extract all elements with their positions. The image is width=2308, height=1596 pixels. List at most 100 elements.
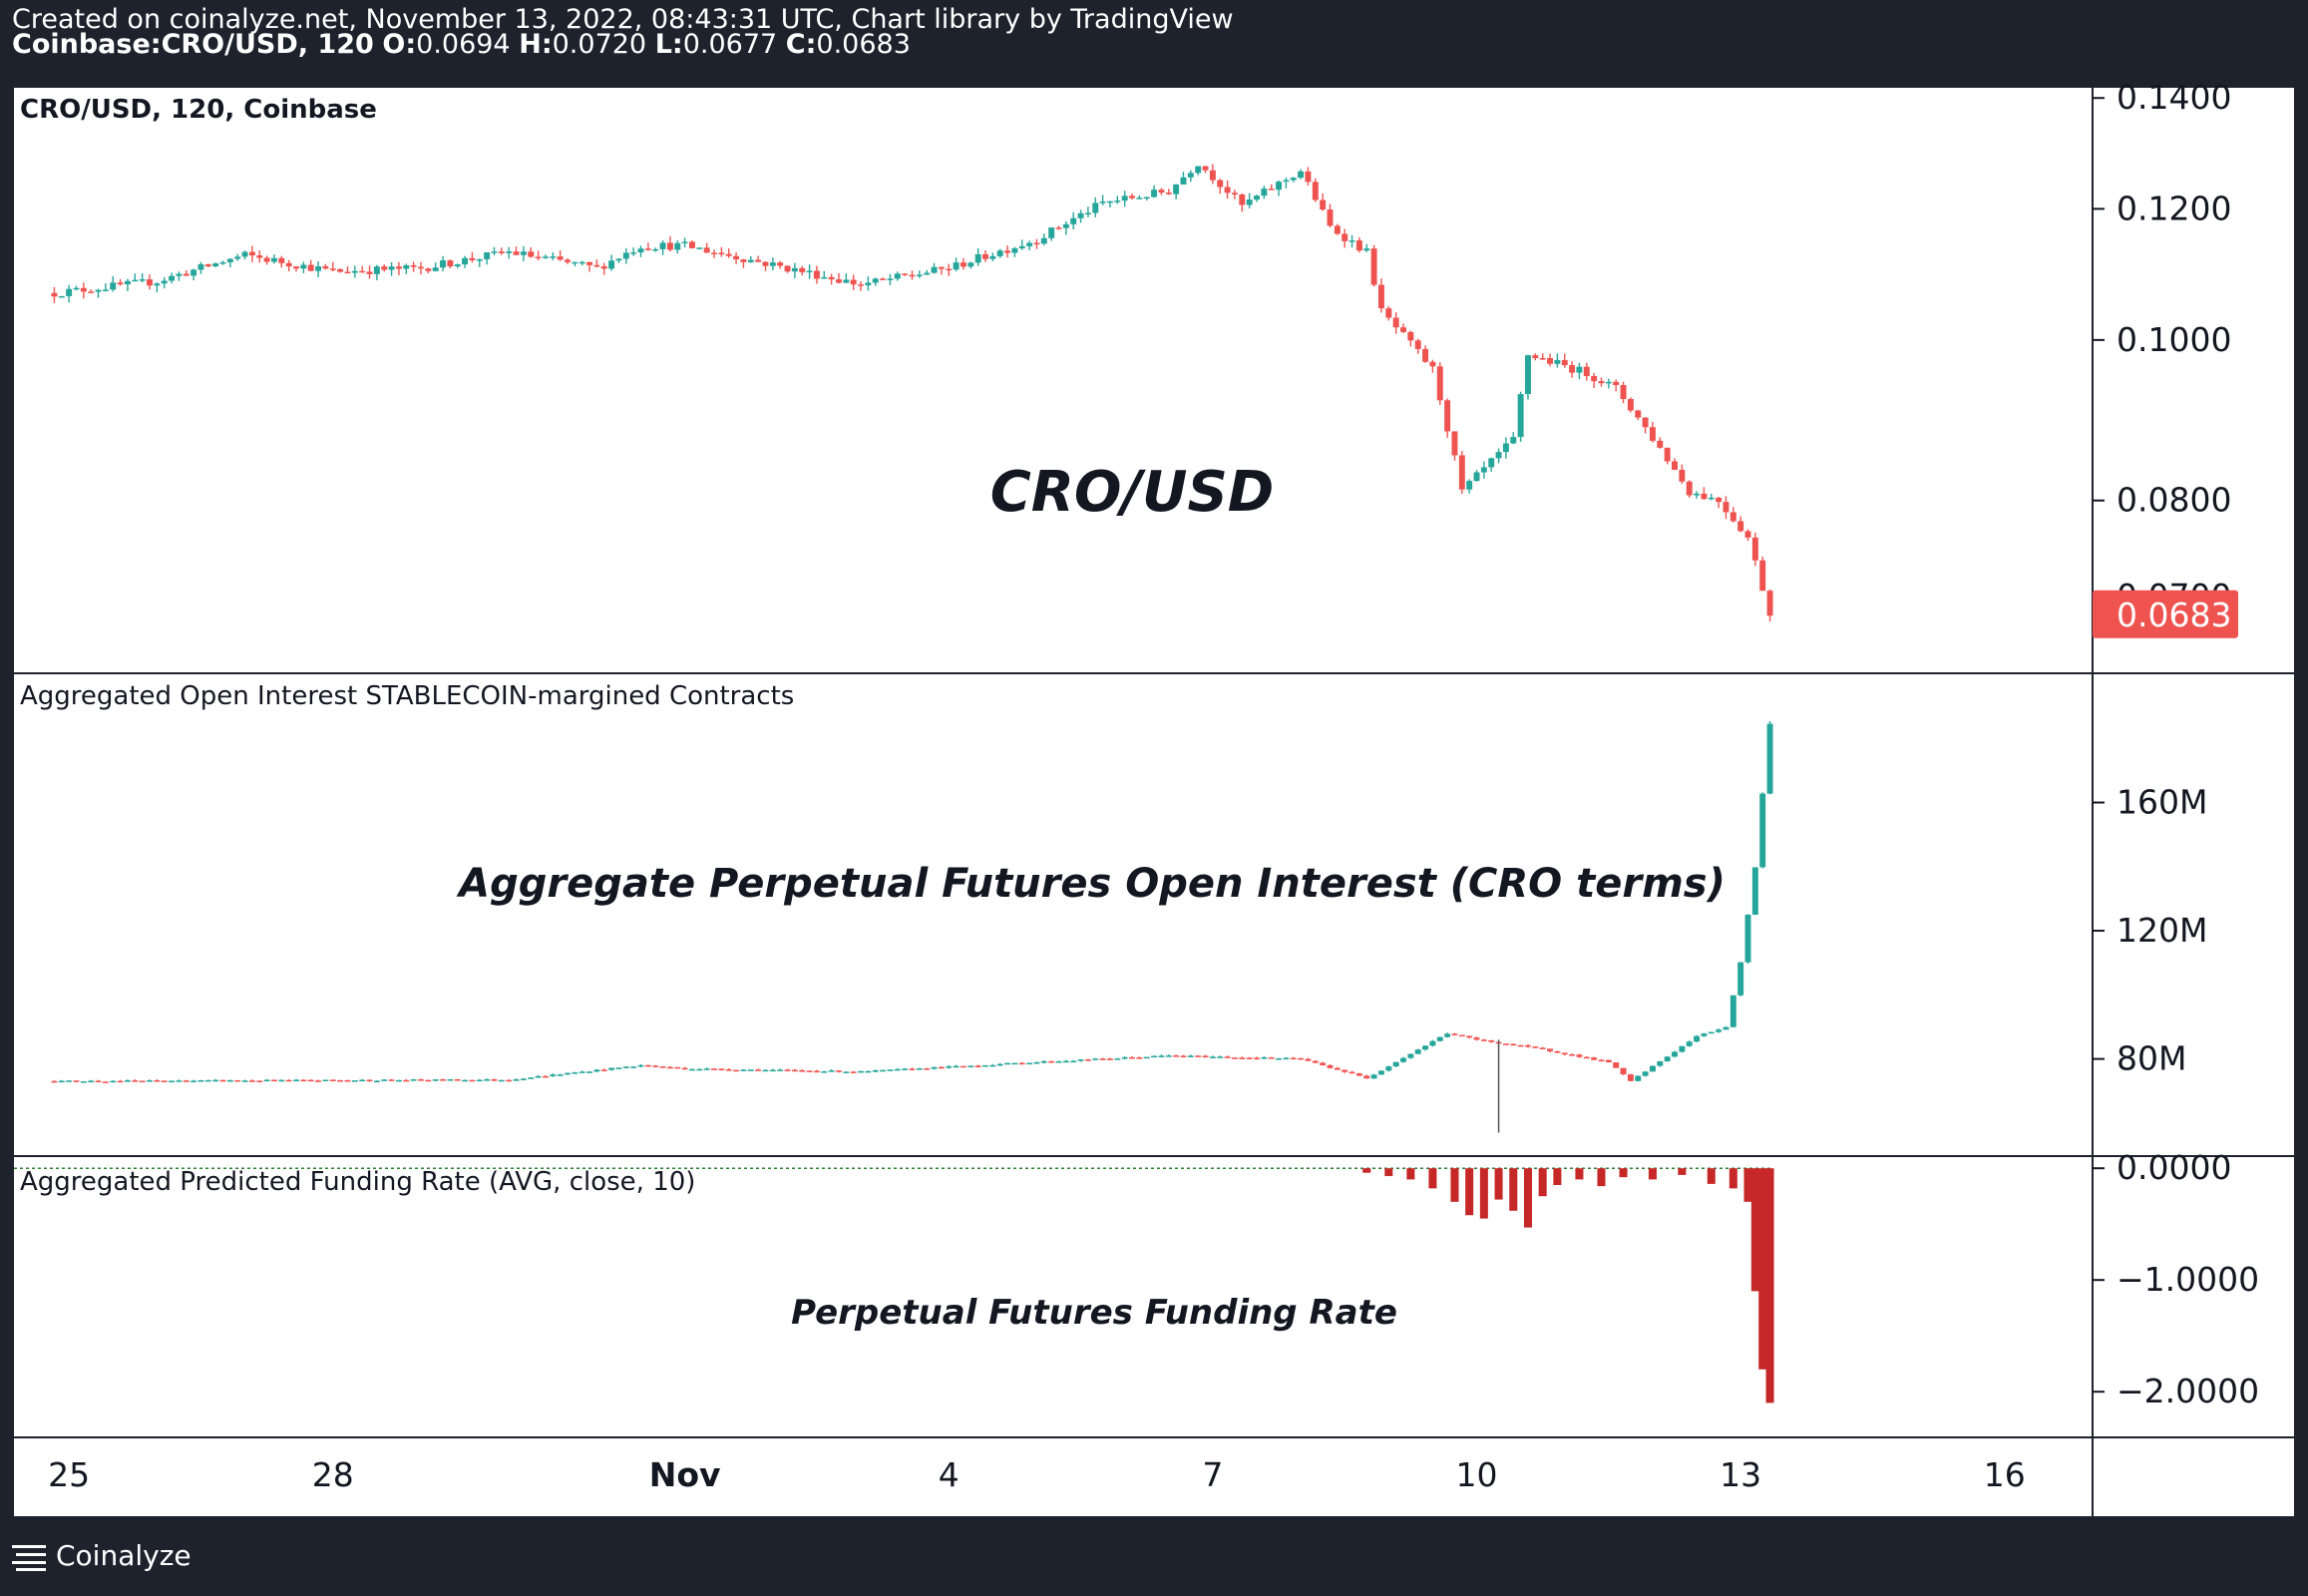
- candle-body: [351, 1080, 358, 1082]
- candle-body: [733, 255, 740, 259]
- candle-body: [1327, 209, 1334, 226]
- candle-body: [1436, 1036, 1443, 1041]
- candle-body: [887, 1069, 894, 1071]
- candle-body: [1355, 1073, 1362, 1076]
- candle-body: [1312, 182, 1319, 200]
- candle-body: [946, 1066, 953, 1068]
- candle-body: [1686, 481, 1693, 496]
- candle-body: [1246, 200, 1253, 205]
- candle-body: [528, 1077, 535, 1079]
- candle-body: [894, 1068, 901, 1071]
- candle-body: [622, 1066, 629, 1068]
- candle-body: [1657, 1061, 1664, 1066]
- candle-body: [1620, 385, 1627, 400]
- candle-body: [1320, 1062, 1327, 1065]
- candle-body: [263, 257, 270, 262]
- candle-body: [1532, 1046, 1539, 1048]
- candle-body: [388, 1079, 395, 1081]
- candle-body: [1554, 359, 1561, 364]
- candle-body: [1539, 357, 1546, 360]
- price-series: [51, 164, 1773, 622]
- candle-body: [681, 241, 688, 243]
- candle-body: [1106, 1058, 1113, 1060]
- candle-body: [1033, 242, 1040, 245]
- candle-body: [1694, 1035, 1701, 1042]
- candle-body: [1444, 1033, 1451, 1037]
- candle-body: [572, 261, 578, 264]
- candle-body: [1620, 1067, 1627, 1075]
- candle-body: [784, 1069, 791, 1071]
- candle-body: [161, 280, 168, 284]
- funding-annotation: Perpetual Futures Funding Rate: [791, 1293, 1397, 1333]
- candle-body: [674, 242, 681, 250]
- candle-body: [1642, 417, 1649, 428]
- candle-body: [1026, 242, 1033, 246]
- candle-body: [542, 1075, 549, 1078]
- candle-body: [836, 1070, 842, 1072]
- candle-body: [1392, 317, 1399, 328]
- candle-body: [953, 1065, 960, 1068]
- candle-body: [432, 267, 439, 271]
- candle-body: [1202, 166, 1209, 171]
- candle-body: [1121, 196, 1128, 201]
- candle-body: [1011, 1062, 1018, 1065]
- candle-body: [1026, 1062, 1033, 1065]
- candle-body: [183, 273, 190, 276]
- candle-body: [1106, 200, 1113, 203]
- y-tick-label: 120M: [2116, 911, 2207, 950]
- funding-bar: [1758, 1168, 1767, 1370]
- funding-bar: [1597, 1168, 1606, 1187]
- candle-body: [1766, 591, 1773, 616]
- candle-body: [1627, 1074, 1634, 1081]
- candle-body: [256, 1080, 263, 1083]
- candle-body: [872, 278, 879, 283]
- candle-body: [462, 1079, 469, 1082]
- candle-body: [1414, 340, 1421, 349]
- candle-body: [1055, 1060, 1062, 1063]
- candle-body: [322, 265, 329, 269]
- candle-body: [777, 262, 784, 266]
- candle-body: [278, 1079, 285, 1082]
- candle-body: [381, 266, 388, 270]
- candle-body: [535, 1075, 542, 1078]
- candle-body: [1488, 458, 1495, 468]
- candle-body: [1524, 355, 1531, 395]
- candle-body: [454, 1079, 461, 1081]
- candle-body: [1312, 1060, 1319, 1063]
- candle-body: [1583, 1056, 1590, 1059]
- candle-body: [197, 1080, 204, 1082]
- candle-body: [51, 292, 58, 297]
- candle-body: [828, 276, 835, 280]
- candle-body: [491, 251, 498, 253]
- candle-body: [1099, 201, 1106, 203]
- funding-rate-series: [14, 1167, 1774, 1403]
- footer-brand[interactable]: Coinalyze: [12, 1539, 192, 1572]
- candle-body: [622, 252, 629, 259]
- candle-body: [1569, 1054, 1576, 1056]
- candle-body: [1635, 410, 1642, 418]
- candle-body: [578, 1071, 585, 1073]
- candle-body: [644, 1064, 651, 1067]
- candle-body: [88, 291, 95, 293]
- candle-body: [388, 266, 395, 270]
- candle-body: [1348, 1071, 1355, 1074]
- candle-body: [403, 1079, 410, 1082]
- candle-body: [1400, 327, 1406, 332]
- candle-body: [1679, 469, 1686, 482]
- candle-body: [1737, 521, 1744, 532]
- candle-body: [395, 266, 402, 269]
- candle-body: [755, 259, 762, 262]
- candle-body: [806, 270, 813, 273]
- open-interest-series: [51, 720, 1773, 1133]
- candle-body: [1759, 793, 1766, 868]
- candle-body: [1576, 366, 1583, 373]
- funding-bar: [1707, 1168, 1716, 1184]
- candle-body: [1686, 1041, 1693, 1046]
- last-price-tag: [2093, 590, 2238, 638]
- candle-body: [1298, 1057, 1305, 1060]
- candle-body: [1158, 1055, 1165, 1057]
- candle-body: [1737, 962, 1744, 996]
- y-tick-label: 80M: [2116, 1039, 2186, 1078]
- candle-body: [938, 1066, 945, 1069]
